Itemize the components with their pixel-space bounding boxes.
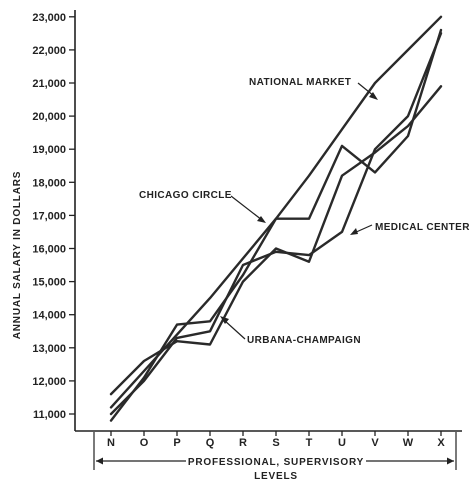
leader-national-market xyxy=(357,82,375,97)
arrow-national-market xyxy=(369,92,378,100)
arrow-medical-center xyxy=(350,228,358,235)
annotations: NATIONAL MARKET CHICAGO CIRCLE MEDICAL C… xyxy=(139,77,470,346)
y-tick-label: 11,000 xyxy=(33,409,66,421)
axes xyxy=(74,10,462,432)
x-tick-label: P xyxy=(173,437,180,449)
x-ticks: N O P Q R S T U V W X xyxy=(107,431,445,449)
series-line-urbana-champaign xyxy=(109,85,443,396)
y-tick-label: 14,000 xyxy=(32,310,66,322)
annotation-chicago-circle: CHICAGO CIRCLE xyxy=(139,190,232,201)
y-ticks: 11,000 12,000 13,000 14,000 15,000 16,000 17,0… xyxy=(32,12,75,421)
leader-chicago-circle xyxy=(230,195,263,221)
x-tick-label: O xyxy=(140,437,149,449)
x-group-bracket: PROFESSIONAL, SUPERVISORY xyxy=(93,432,457,470)
y-axis-title: ANNUAL SALARY IN DOLLARS xyxy=(12,171,23,339)
x-tick-label: W xyxy=(403,437,414,449)
x-group-label: PROFESSIONAL, SUPERVISORY xyxy=(188,457,364,468)
x-tick-label: X xyxy=(437,437,445,449)
x-tick-label: Q xyxy=(206,437,215,449)
y-tick-label: 21,000 xyxy=(32,78,66,90)
x-tick-label: R xyxy=(239,437,247,449)
x-tick-label: V xyxy=(371,437,379,449)
y-tick-label: 19,000 xyxy=(32,144,66,156)
x-tick-label: S xyxy=(272,437,279,449)
series-line-chicago-circle xyxy=(109,28,443,422)
y-tick-label: 23,000 xyxy=(32,12,66,24)
y-tick-label: 18,000 xyxy=(32,177,66,189)
y-tick-label: 20,000 xyxy=(32,111,66,123)
x-tick-label: T xyxy=(306,437,313,449)
bracket-left-arrow xyxy=(96,457,103,465)
x-axis-title: LEVELS xyxy=(254,471,298,482)
arrow-chicago-circle xyxy=(257,216,266,223)
leader-urbana-champaign xyxy=(223,319,246,340)
y-tick-label: 12,000 xyxy=(32,376,66,388)
y-tick-label: 15,000 xyxy=(32,277,66,289)
series-line-medical-center xyxy=(109,32,443,416)
annotation-national-market: NATIONAL MARKET xyxy=(249,77,351,88)
arrow-urbana-champaign xyxy=(220,316,229,324)
series-lines xyxy=(109,15,443,422)
x-tick-label: N xyxy=(107,437,115,449)
x-tick-label: U xyxy=(338,437,346,449)
series-line-national-market xyxy=(109,15,443,409)
y-tick-label: 16,000 xyxy=(32,244,66,256)
bracket-right-arrow xyxy=(447,457,454,465)
y-tick-label: 17,000 xyxy=(32,210,66,222)
annotation-urbana-champaign: URBANA-CHAMPAIGN xyxy=(247,335,361,346)
annotation-medical-center: MEDICAL CENTER xyxy=(375,222,470,233)
y-tick-label: 13,000 xyxy=(32,343,66,355)
y-tick-label: 22,000 xyxy=(32,45,66,57)
